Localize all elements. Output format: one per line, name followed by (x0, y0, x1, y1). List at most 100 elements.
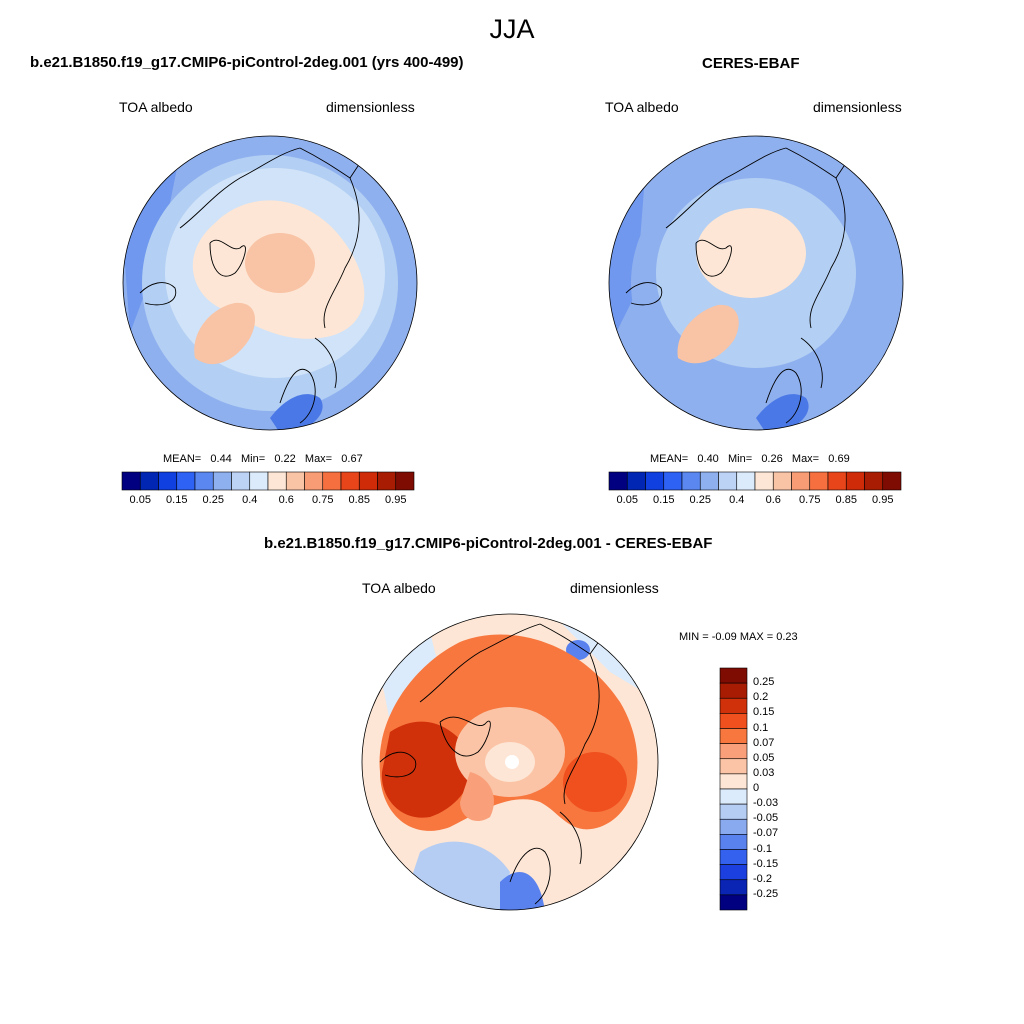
diff-map-coastlines (379, 623, 601, 905)
diff-colorbar-swatch (719, 667, 748, 684)
model-colorbar-tick-label: 0.75 (312, 494, 334, 506)
model-min-label: Min= (240, 453, 266, 465)
model-colorbar-tick-label: 0.4 (242, 494, 258, 506)
model-colorbar-swatch (249, 471, 269, 491)
obs-colorbar-swatch (608, 471, 628, 491)
obs-map-coastlines (625, 147, 847, 424)
diff-map-cool-spot (566, 640, 590, 660)
model-panel-title: b.e21.B1850.f19_g17.CMIP6-piControl-2deg… (30, 54, 464, 71)
diff-colorbar (719, 667, 748, 911)
model-colorbar-swatch (395, 471, 415, 491)
obs-colorbar-swatch (809, 471, 829, 491)
model-colorbar-tick-label: 0.95 (385, 494, 407, 506)
diff-colorbar-swatch (719, 697, 748, 714)
model-colorbar-tick-label: 0.85 (348, 494, 370, 506)
model-variable-label: TOA albedo (119, 99, 193, 115)
obs-max-label: Max= (791, 453, 820, 465)
diff-colorbar-tick-label: 0.25 (753, 676, 775, 689)
model-colorbar-tick-label: 0.05 (129, 494, 151, 506)
diff-colorbar-swatch (719, 713, 748, 729)
obs-colorbar-swatch (718, 471, 738, 491)
model-colorbar-swatch (322, 471, 342, 491)
model-colorbar-swatch (304, 471, 324, 491)
diff-colorbar-swatch (719, 818, 748, 835)
diff-colorbar-swatch (719, 803, 748, 820)
obs-colorbar-tick-label: 0.75 (799, 494, 821, 506)
model-colorbar-swatch (340, 471, 360, 491)
model-polar-map (122, 135, 418, 431)
diff-colorbar-tick-label: 0.15 (753, 706, 775, 719)
model-colorbar-swatch (358, 471, 378, 491)
model-min-value: 0.22 (274, 453, 296, 465)
diff-panel-title: b.e21.B1850.f19_g17.CMIP6-piControl-2deg… (264, 535, 713, 552)
obs-max-value: 0.69 (828, 453, 850, 465)
obs-colorbar-swatch (882, 471, 902, 491)
diff-colorbar-swatch (719, 758, 748, 775)
model-colorbar-swatch (285, 471, 305, 491)
obs-colorbar-tick-label: 0.95 (872, 494, 894, 506)
diff-map-pole-hole (505, 755, 519, 769)
model-map-ice-core (245, 233, 315, 293)
model-stats: MEAN= 0.44 Min= 0.22 Max= 0.67 (163, 453, 363, 465)
obs-colorbar-swatch (626, 471, 646, 491)
obs-colorbar-swatch (736, 471, 756, 491)
diff-polar-map (361, 613, 659, 911)
diff-map-cool-patch-nw (380, 632, 440, 722)
diff-colorbar-tick-label: 0.03 (753, 766, 775, 779)
model-mean-label: MEAN= (163, 453, 202, 465)
diff-colorbar-swatch (719, 849, 748, 865)
model-colorbar-swatch (121, 471, 141, 491)
diff-colorbar-tick-label: -0.03 (753, 797, 779, 810)
model-colorbar-swatch (194, 471, 214, 491)
diff-colorbar-tick-label: -0.07 (753, 827, 779, 840)
diff-colorbar-tick-label: 0.05 (753, 751, 775, 764)
diff-map-scandinavia-cool (500, 872, 545, 910)
obs-mean-value: 0.40 (697, 453, 719, 465)
model-map-coastlines (139, 147, 361, 424)
diff-colorbar-tick-label: -0.25 (753, 887, 779, 900)
diff-colorbar-tick-label: -0.15 (753, 857, 779, 870)
model-colorbar-swatch (158, 471, 178, 491)
obs-colorbar-swatch (645, 471, 665, 491)
diff-map-warm-core-east (563, 752, 627, 812)
diff-colorbar-swatch (719, 728, 748, 744)
obs-map-greenland (677, 304, 739, 364)
obs-colorbar-swatch (754, 471, 774, 491)
obs-colorbar-tick-label: 0.85 (835, 494, 857, 506)
diff-map-greenland-warm (460, 772, 494, 822)
diff-colorbar-swatch (719, 773, 748, 790)
model-colorbar-swatch (139, 471, 159, 491)
obs-colorbar-swatch (699, 471, 719, 491)
diff-colorbar-tick-label: -0.2 (753, 872, 772, 885)
model-colorbar-swatch (212, 471, 232, 491)
model-colorbar-swatch (267, 471, 287, 491)
model-map-scandinavia-band (270, 394, 323, 430)
diff-colorbar-swatch (719, 788, 748, 805)
model-mean-value: 0.44 (210, 453, 232, 465)
diff-colorbar-swatch (719, 864, 748, 881)
model-colorbar (121, 471, 415, 491)
obs-colorbar (608, 471, 902, 491)
obs-polar-map (608, 135, 904, 431)
model-colorbar-swatch (231, 471, 251, 491)
diff-colorbar-swatch (719, 879, 748, 896)
diff-colorbar-tick-label: 0.07 (753, 736, 775, 749)
model-colorbar-tick-label: 0.6 (278, 494, 294, 506)
obs-colorbar-swatch (663, 471, 683, 491)
obs-colorbar-swatch (681, 471, 701, 491)
model-units-label: dimensionless (326, 99, 415, 115)
model-colorbar-swatch (176, 471, 196, 491)
obs-colorbar-swatch (864, 471, 884, 491)
diff-colorbar-swatch (719, 682, 748, 699)
model-colorbar-swatch (377, 471, 397, 491)
diff-colorbar-tick-label: 0.2 (753, 691, 769, 704)
diff-colorbar-swatch (719, 894, 748, 911)
diff-variable-label: TOA albedo (362, 580, 436, 596)
obs-mean-label: MEAN= (650, 453, 689, 465)
diff-minmax-text: MIN = -0.09 MAX = 0.23 (679, 631, 798, 643)
diff-colorbar-swatch (719, 743, 748, 760)
obs-map-ice-region (696, 208, 806, 298)
obs-colorbar-swatch (827, 471, 847, 491)
obs-colorbar-swatch (791, 471, 811, 491)
model-colorbar-tick-label: 0.25 (202, 494, 224, 506)
